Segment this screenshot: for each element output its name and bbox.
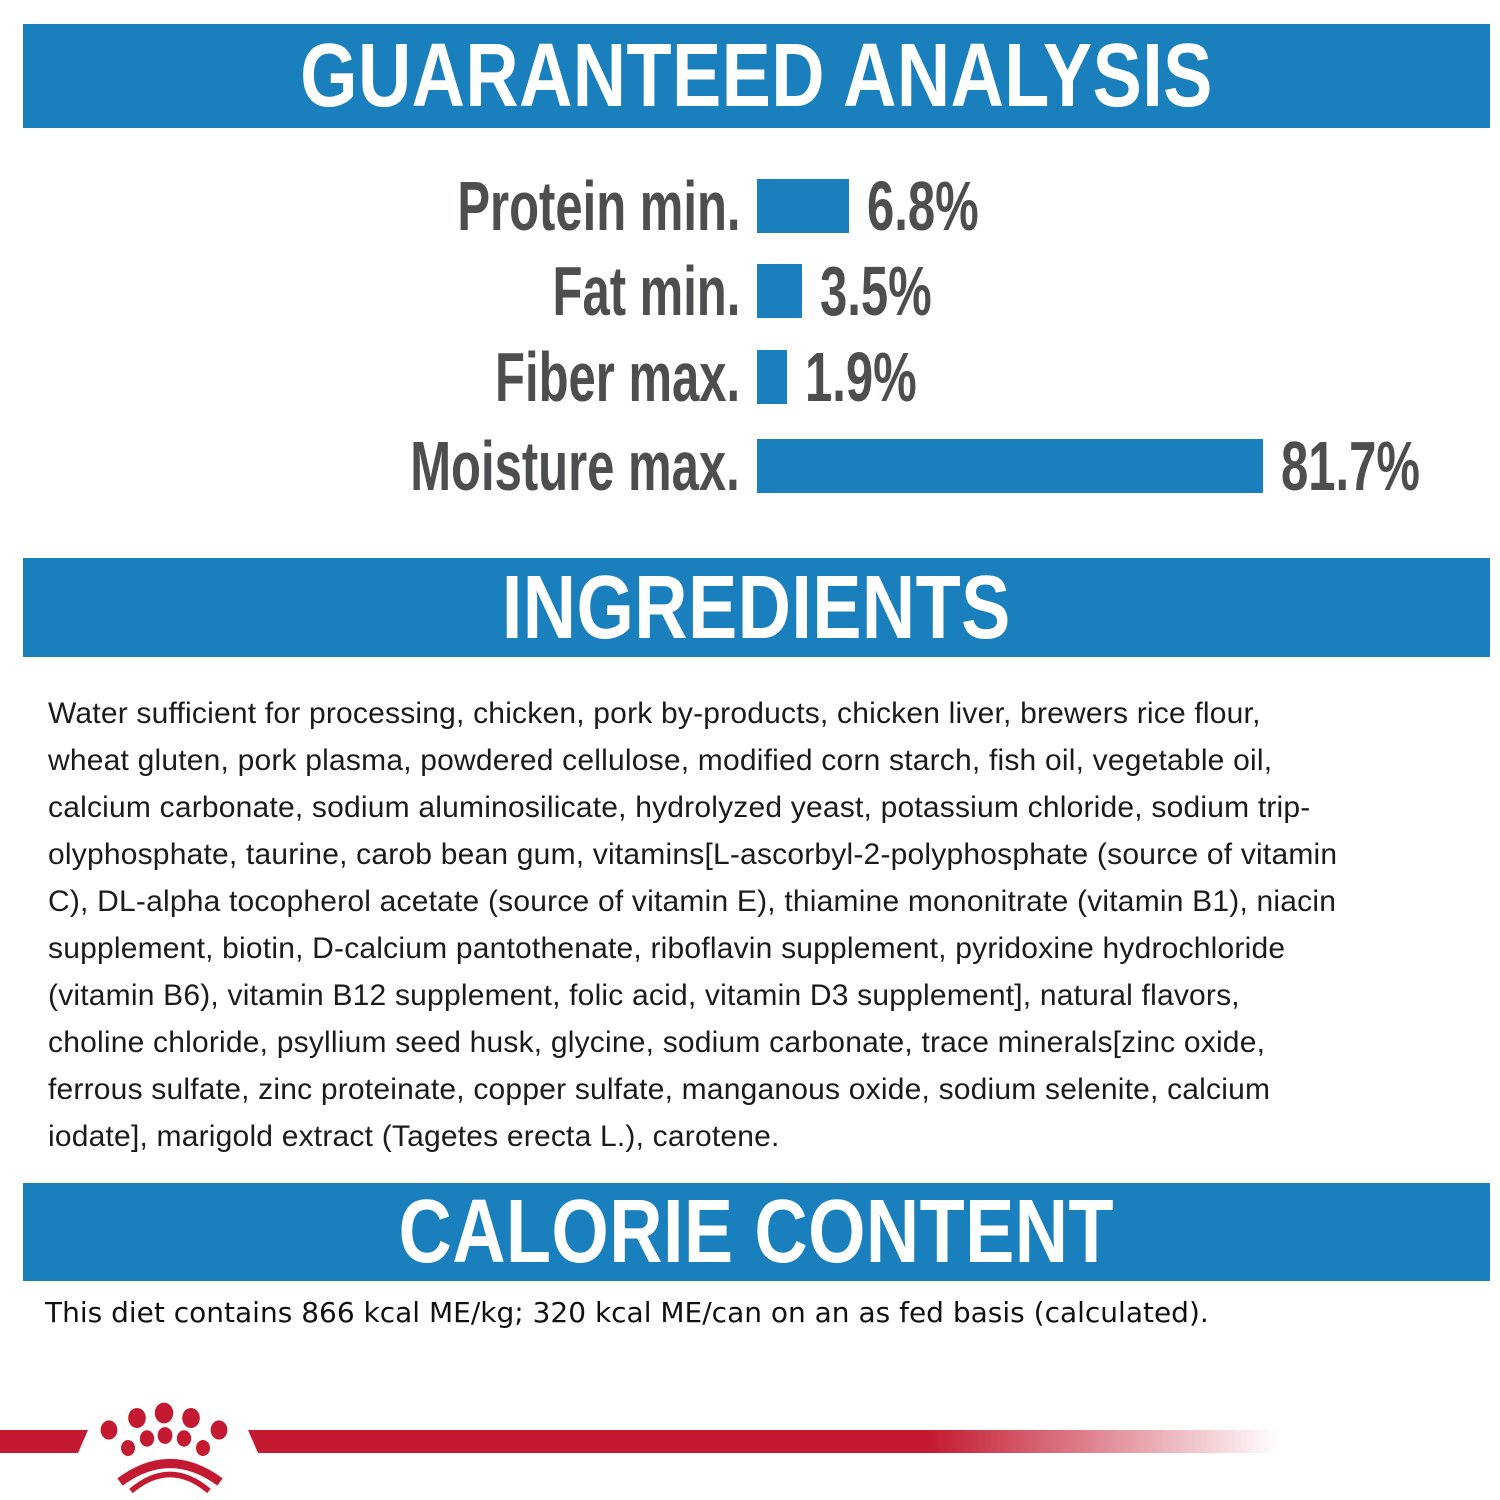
- ingredient-line: Water sufficient for processing, chicken…: [48, 697, 1261, 730]
- calorie-content-text: This diet contains 866 kcal ME/kg; 320 k…: [45, 1296, 1209, 1329]
- chart-row-fiber: Fiber max. 1.9%: [0, 342, 965, 412]
- chart-value-protein: 6.8%: [867, 167, 979, 245]
- ingredient-line: C), DL-alpha tocopherol acetate (source …: [48, 885, 1337, 918]
- chart-bar-fat: [757, 264, 802, 318]
- chart-row-fat: Fat min. 3.5%: [0, 256, 980, 326]
- ingredients-title: INGREDIENTS: [502, 557, 1011, 658]
- chart-bar-protein: [757, 179, 849, 233]
- ingredient-line: wheat gluten, pork plasma, powdered cell…: [48, 744, 1273, 777]
- ingredient-line: calcium carbonate, sodium aluminosilicat…: [48, 791, 1311, 824]
- ingredient-line: ferrous sulfate, zinc proteinate, copper…: [48, 1073, 1271, 1106]
- guaranteed-analysis-title: GUARANTEED ANALYSIS: [300, 26, 1213, 126]
- calorie-content-header: CALORIE CONTENT: [23, 1183, 1490, 1281]
- chart-row-moisture: Moisture max. 81.7%: [0, 431, 1479, 501]
- chart-value-fat: 3.5%: [820, 252, 932, 330]
- chart-row-protein: Protein min. 6.8%: [0, 171, 1027, 241]
- calorie-content-title: CALORIE CONTENT: [398, 1182, 1115, 1282]
- guaranteed-analysis-header: GUARANTEED ANALYSIS: [23, 24, 1490, 128]
- ingredient-line: (vitamin B6), vitamin B12 supplement, fo…: [48, 979, 1240, 1012]
- ingredient-line: olyphosphate, taurine, carob bean gum, v…: [48, 838, 1338, 871]
- chart-value-fiber: 1.9%: [805, 338, 917, 416]
- ingredients-header: INGREDIENTS: [23, 558, 1490, 657]
- ingredient-line: choline chloride, psyllium seed husk, gl…: [48, 1026, 1266, 1059]
- chart-label-fiber: Fiber max.: [494, 338, 740, 416]
- ingredients-text: Water sufficient for processing, chicken…: [48, 690, 1337, 1160]
- chart-bar-fiber: [757, 350, 787, 404]
- paw-crown-logo-icon: [100, 1402, 228, 1494]
- brand-stripe-right: [248, 1430, 1280, 1453]
- brand-stripe-left: [0, 1430, 88, 1453]
- ingredient-line: supplement, biotin, D-calcium pantothena…: [48, 932, 1286, 965]
- chart-value-moisture: 81.7%: [1281, 427, 1420, 505]
- ingredient-line: iodate], marigold extract (Tagetes erect…: [48, 1120, 780, 1153]
- chart-bar-moisture: [757, 439, 1263, 493]
- chart-label-moisture: Moisture max.: [410, 427, 740, 505]
- chart-label-protein: Protein min.: [456, 167, 740, 245]
- chart-label-fat: Fat min.: [552, 252, 740, 330]
